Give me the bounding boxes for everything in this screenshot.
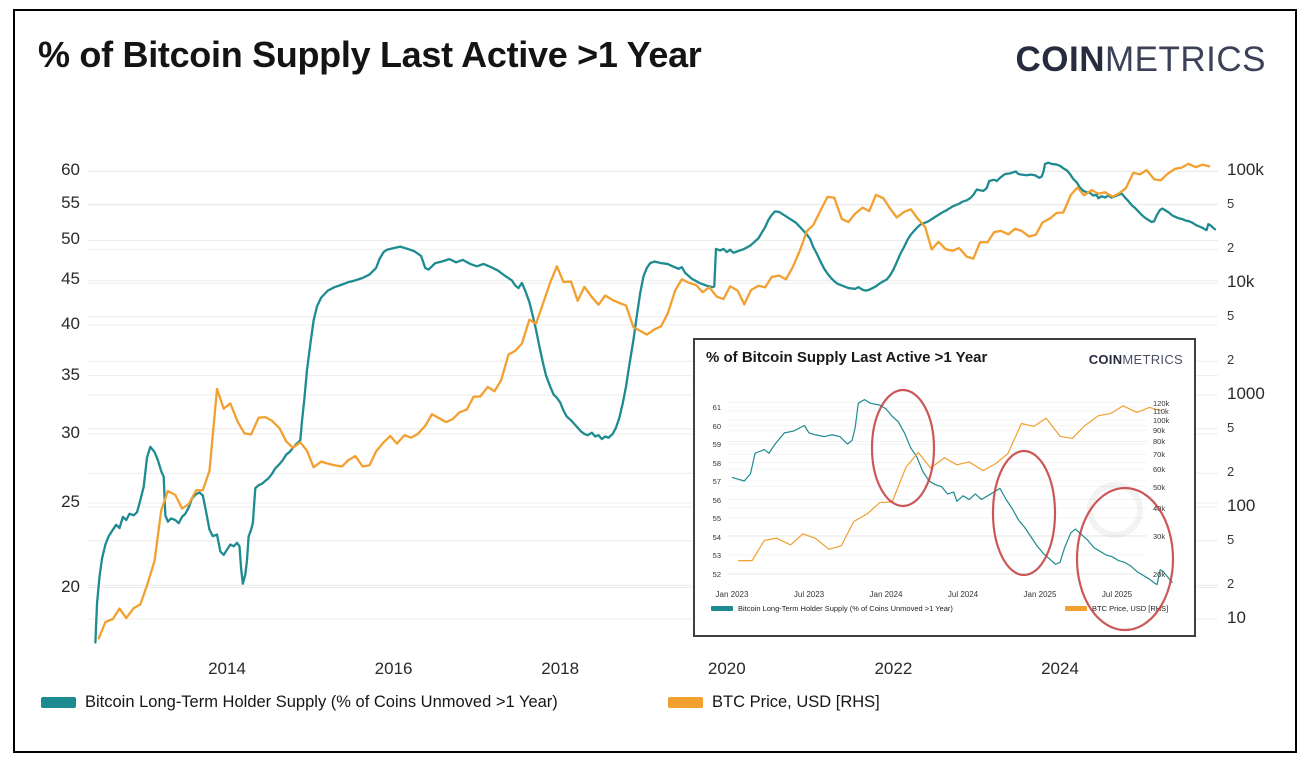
right-axis-tick-100000: 100k [1227,160,1264,179]
inset-right-tick-70000: 70k [1153,450,1166,460]
legend-item-btc: BTC Price, USD [RHS] [668,693,880,712]
inset-right-tick-120000: 120k [1153,398,1170,408]
inset-legend-item-lth: Bitcoin Long-Term Holder Supply (% of Co… [711,604,953,613]
inset-left-tick-52: 52 [712,569,721,579]
inset-legend-item-btc: BTC Price, USD [RHS] [1065,604,1168,613]
inset-coinmetrics-logo: COINMETRICS [1089,352,1183,367]
right-axis-tick-20: 2 [1227,576,1235,592]
inset-right-tick-30000: 30k [1153,531,1166,541]
inset-left-tick-57: 57 [712,477,721,486]
left-axis-tick-45: 45 [61,269,80,289]
inset-x-tick-jul-2023: Jul 2023 [793,590,825,599]
lth-legend-swatch [41,697,76,708]
inset-left-tick-54: 54 [712,532,721,542]
inset-right-tick-90000: 90k [1153,426,1166,436]
btc-legend-label: BTC Price, USD [RHS] [712,693,880,711]
inset-right-tick-40000: 40k [1153,503,1166,513]
inset-lth-legend-swatch [711,606,733,611]
inset-logo-metrics: METRICS [1122,352,1183,367]
left-axis-tick-30: 30 [61,422,80,442]
page-title: % of Bitcoin Supply Last Active >1 Year [38,34,702,75]
right-axis-tick-5000: 5 [1227,307,1235,323]
right-axis-tick-20000: 2 [1227,240,1235,256]
inset-x-tick-jul-2025: Jul 2025 [1101,590,1133,599]
inset-x-tick-jul-2024: Jul 2024 [947,590,979,599]
inset-x-tick-jan-2024: Jan 2024 [869,590,903,599]
inset-right-tick-110000: 110k [1153,406,1169,416]
logo-coin: COIN [1015,40,1105,79]
inset-right-tick-80000: 80k [1153,437,1166,447]
legend-item-lth: Bitcoin Long-Term Holder Supply (% of Co… [41,693,558,712]
left-axis-tick-25: 25 [61,491,80,511]
series-line-lth-supply [94,161,1217,644]
inset-watermark [1087,482,1143,538]
coinmetrics-logo: COINMETRICS [1016,40,1267,80]
inset-series-line-lth-supply [731,398,1173,586]
inset-x-tick-jan-2023: Jan 2023 [715,590,749,599]
right-axis-tick-50: 5 [1227,531,1235,547]
inset-series-line-btc-price [738,405,1162,562]
x-axis-tick-2020: 2020 [707,659,746,678]
x-axis-tick-2024: 2024 [1041,659,1079,678]
right-axis-tick-100: 100 [1227,496,1256,515]
inset-chart: % of Bitcoin Supply Last Active >1 Year … [693,338,1196,637]
right-axis-tick-10000: 10k [1227,272,1255,291]
inset-lth-legend-label: Bitcoin Long-Term Holder Supply (% of Co… [738,604,953,613]
right-axis-tick-50000: 5 [1227,195,1235,211]
x-axis-tick-2018: 2018 [541,659,580,678]
inset-right-tick-100000: 100k [1153,416,1170,425]
inset-right-tick-60000: 60k [1153,465,1166,475]
inset-right-tick-50000: 50k [1153,482,1166,492]
inset-btc-legend-label: BTC Price, USD [RHS] [1092,604,1169,613]
x-axis-tick-2014: 2014 [208,659,246,678]
left-axis-tick-20: 20 [61,576,80,596]
inset-left-tick-58: 58 [712,458,721,468]
left-axis-tick-35: 35 [61,364,80,384]
x-axis-tick-2022: 2022 [874,659,913,678]
logo-metrics: METRICS [1105,40,1266,79]
inset-title: % of Bitcoin Supply Last Active >1 Year [706,349,988,366]
right-axis-tick-10: 10 [1227,608,1246,627]
inset-right-tick-20000: 20k [1153,570,1166,580]
right-axis-tick-200: 2 [1227,464,1235,480]
lth-legend-label: Bitcoin Long-Term Holder Supply (% of Co… [85,693,558,711]
inset-x-tick-jan-2025: Jan 2025 [1023,590,1057,599]
series-line-btc-price [97,162,1211,640]
left-axis-tick-60: 60 [61,160,80,180]
btc-legend-swatch [668,697,703,708]
inset-left-tick-53: 53 [712,551,721,560]
x-axis-tick-2016: 2016 [374,659,413,678]
inset-left-tick-60: 60 [712,421,721,431]
left-axis-tick-40: 40 [61,314,80,333]
inset-left-tick-59: 59 [712,440,721,449]
inset-left-tick-56: 56 [712,495,721,505]
right-axis-tick-500: 5 [1227,419,1235,435]
inset-left-tick-61: 61 [712,403,721,412]
inset-logo-coin: COIN [1088,352,1123,367]
right-axis-tick-2000: 2 [1227,352,1235,368]
inset-btc-legend-swatch [1065,606,1087,611]
left-axis-tick-55: 55 [61,193,80,213]
left-axis-tick-50: 50 [61,229,80,249]
inset-left-tick-55: 55 [712,514,721,523]
right-axis-tick-1000: 1000 [1227,384,1265,403]
outer-frame [13,9,1297,753]
